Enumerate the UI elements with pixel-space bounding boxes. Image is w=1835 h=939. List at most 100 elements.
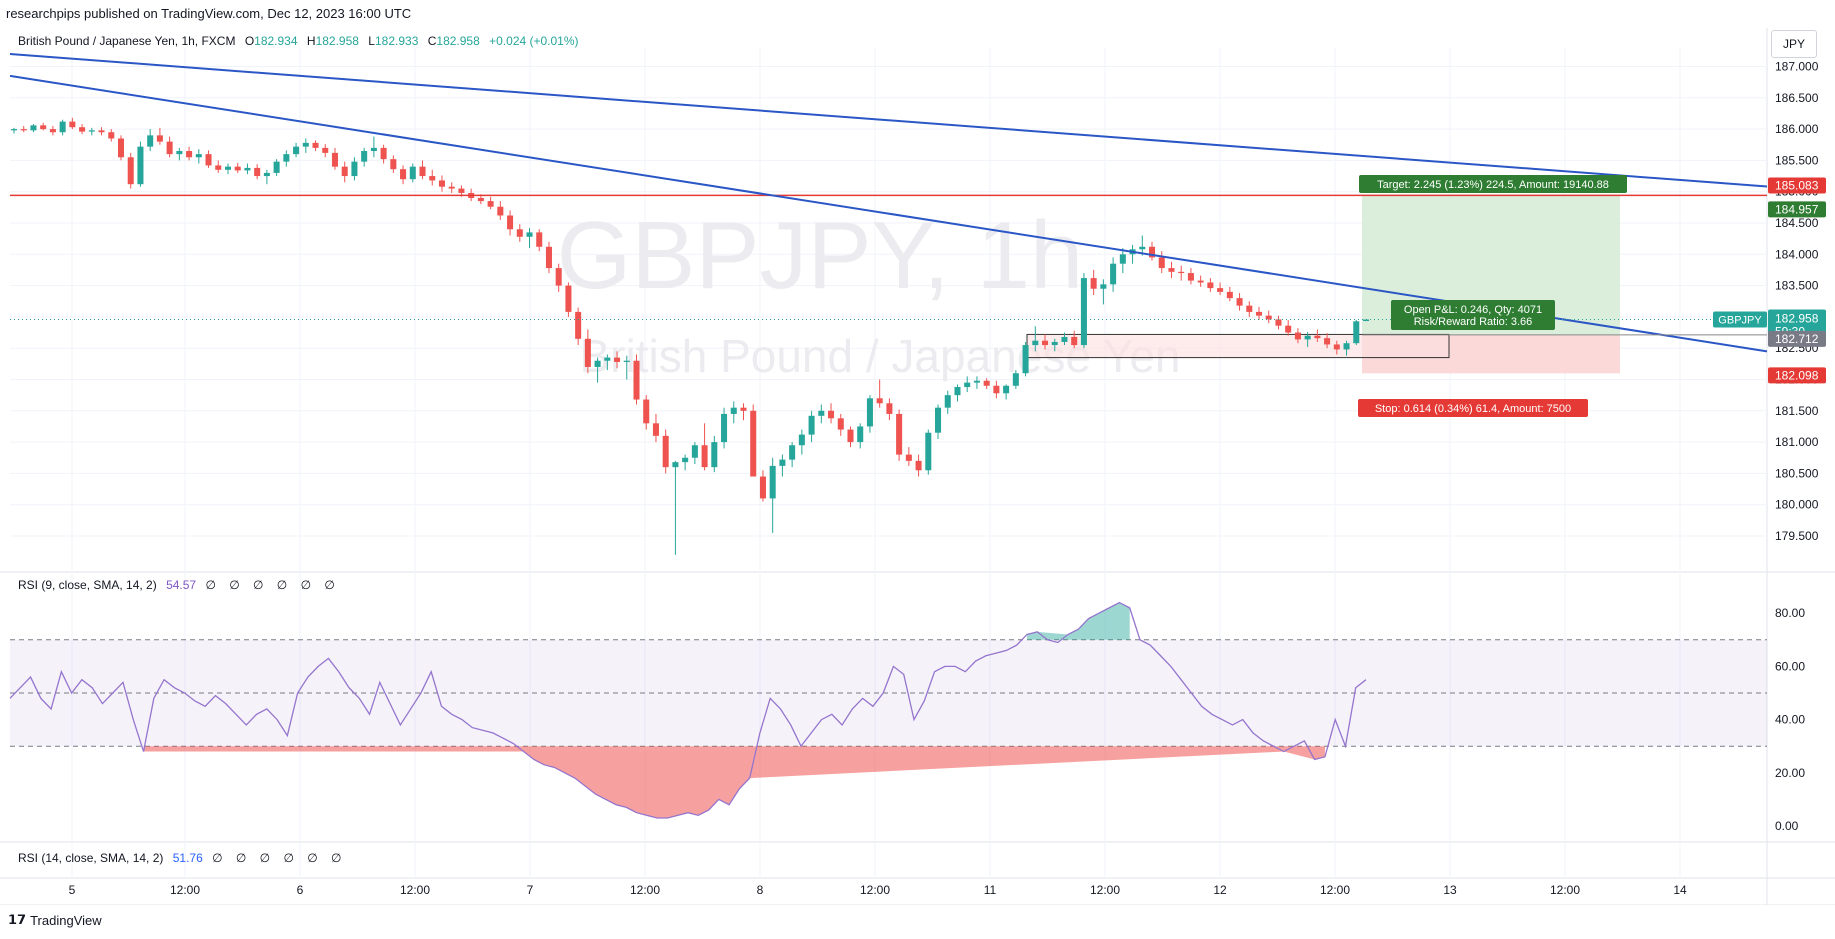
tradingview-logo-icon: 𝟭𝟳 [8,912,27,927]
brand-name: TradingView [30,912,102,928]
chart-canvas[interactable]: GBPJPY, 1h British Pound / Japanese Yen … [0,0,1835,905]
range-box [1026,333,1450,359]
candle-body [1207,282,1214,289]
time-axis-label: 12:00 [170,883,200,897]
candle-body [448,186,455,189]
candle-body [497,206,504,216]
rsi-14-value: 51.76 [172,851,203,865]
candle-body [195,154,202,158]
price-tag-target-text: 185.083 [1775,179,1819,193]
candle-body [759,476,766,499]
close-value: 182.958 [436,34,480,48]
price-axis-label: 186.000 [1775,122,1819,136]
open-pnl-label-text: Risk/Reward Ratio: 3.66 [1414,316,1533,328]
candle-body [147,135,154,147]
rsi-axis-label: 80.00 [1775,606,1805,620]
price-tag-upper-text: 184.957 [1775,202,1819,216]
time-axis-label: 12:00 [630,883,660,897]
candle-body [623,360,630,362]
candle-body [1217,288,1224,292]
price-axis-label: 180.500 [1775,466,1819,480]
candle-body [1246,305,1253,312]
candle-body [1324,338,1331,345]
drawings[interactable]: Target: 2.245 (1.23%) 224.5, Amount: 191… [9,52,1768,417]
candle-body [964,382,971,388]
candle-body [458,188,465,193]
candle-body [1022,345,1029,374]
symbol-legend: British Pound / Japanese Yen, 1h, FXCM O… [18,34,579,48]
candle-body [721,413,728,443]
candle-body [604,357,611,361]
candle-body [1294,332,1301,340]
candle-body [1148,246,1156,258]
target-label: Target: 2.245 (1.23%) 224.5, Amount: 191… [1359,175,1627,193]
candle-body [293,146,300,155]
candle-body [429,176,436,181]
candle-body [487,201,494,207]
candle-body [1012,373,1019,386]
candle-body [789,445,796,460]
candle-body [1285,325,1292,333]
candle-body [925,432,932,471]
candle-body [322,147,329,153]
price-tag-entry-text: 182.712 [1775,332,1819,346]
candle-body [691,445,698,458]
footer-brand[interactable]: 𝟭𝟳 TradingView [8,912,102,928]
candle-body [341,166,348,177]
candle-body [69,121,76,128]
price-axis-label: 185.500 [1775,153,1819,167]
candle-body [614,357,621,362]
candle-body [1275,319,1282,326]
candle-body [847,429,854,443]
candle-body [837,418,844,430]
candle-body [730,407,737,414]
candle-body [1304,335,1311,340]
candle-body [896,413,903,455]
symbol-title: British Pound / Japanese Yen, 1h, FXCM [18,34,236,48]
candle-body [331,152,338,167]
candle-body [88,130,95,132]
candle-body [1362,319,1370,322]
candle-body [643,399,650,424]
candle-body [273,161,280,173]
rsi-axis-label: 0.00 [1775,819,1799,833]
watermark-symbol: GBPJPY, 1h [557,202,1084,309]
candle-body [594,360,601,367]
candle-body [633,360,640,400]
rsi-oversold-fill [143,746,1325,819]
candle-body [973,380,980,383]
candles [10,117,1370,555]
price-tag-stop-bg [1768,367,1826,384]
candle-body [1314,335,1321,339]
candle-body [857,426,864,443]
candle-body [40,125,47,130]
time-axis-label: 13 [1443,883,1457,897]
candle-body [224,166,232,170]
candle-body [244,167,251,171]
candle-body [545,246,552,269]
candle-body [1265,315,1272,320]
price-axis-label: 181.000 [1775,435,1819,449]
candle-body [361,151,368,162]
candle-body [935,407,942,433]
candle-body [302,142,309,147]
currency-button[interactable]: JPY [1771,30,1817,58]
change-value: +0.024 (+0.01%) [489,34,579,48]
time-axis-label: 11 [984,883,997,897]
price-tag-entry-bg [1768,330,1826,347]
price-tag-upper-bg [1768,201,1826,218]
candle-body [370,147,377,152]
candle-body [1119,254,1126,264]
candle-body [1226,291,1233,299]
candle-body [390,159,397,170]
symbol-tag-bg [1713,311,1767,328]
open-pnl-label-bg [1391,300,1555,330]
rsi-line [9,601,1367,819]
candle-body [915,460,922,471]
candle-body [98,130,105,133]
candle-body [283,154,290,162]
rsi-14-placeholders: ∅ ∅ ∅ ∅ ∅ ∅ [212,851,347,865]
candle-body [575,311,582,339]
candle-body [137,146,144,185]
candle-body [108,132,115,139]
